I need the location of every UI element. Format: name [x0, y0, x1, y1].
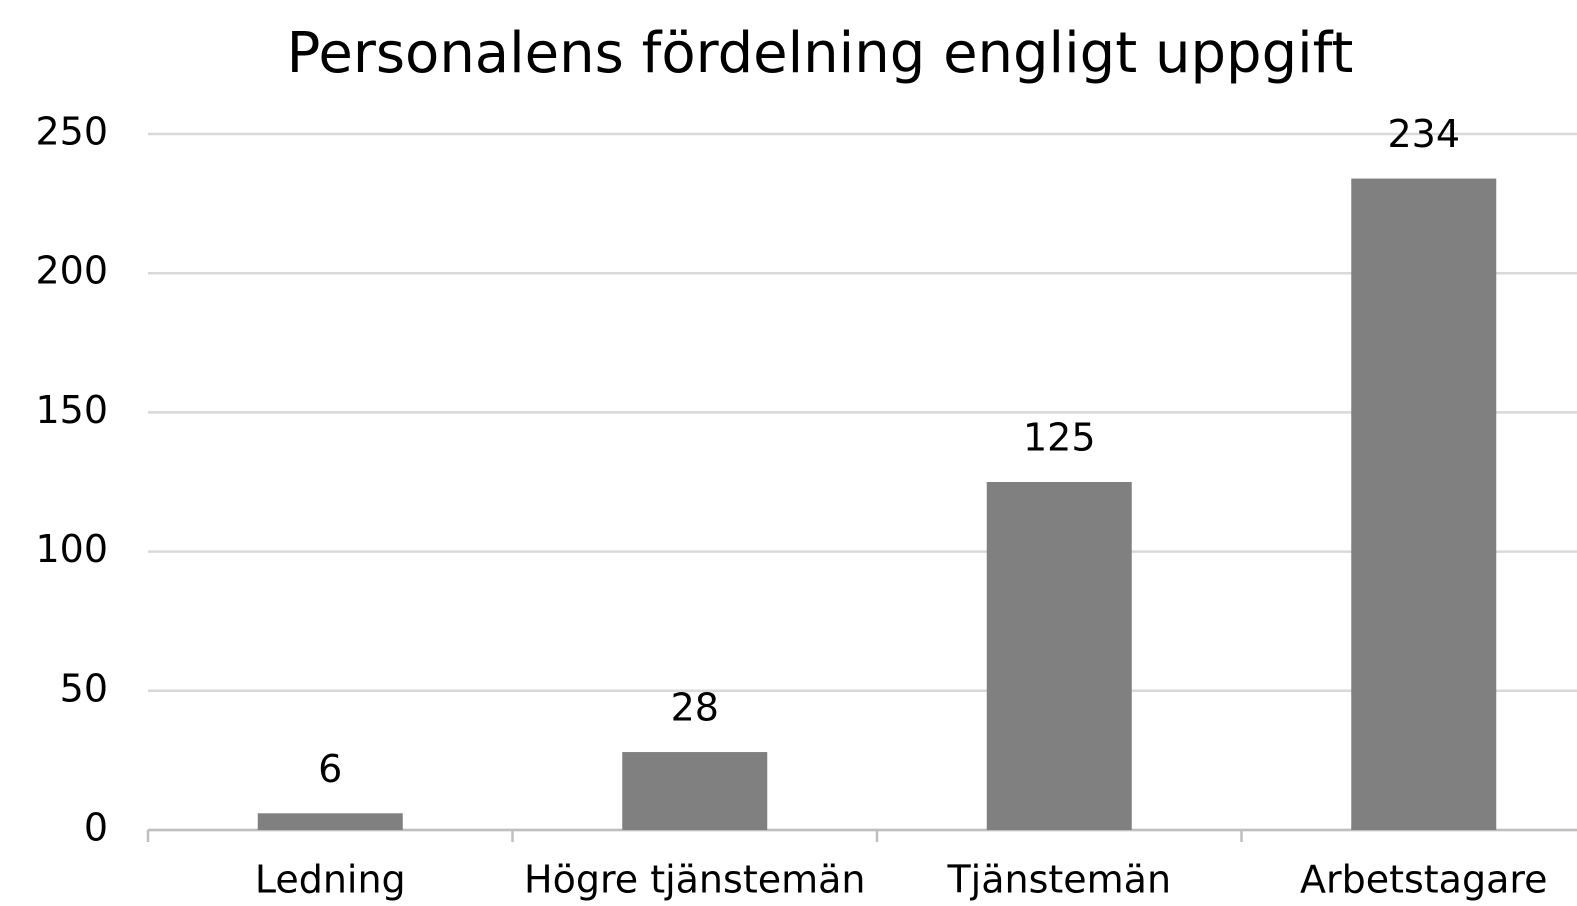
x-tick-label: Tjänstemän [946, 858, 1171, 902]
data-label: 28 [671, 686, 719, 730]
x-tick-label: Arbetstagare [1300, 858, 1548, 902]
bar [257, 813, 403, 830]
data-label: 125 [1023, 416, 1096, 460]
x-tick-label: Ledning [255, 858, 406, 902]
y-tick-label: 150 [35, 388, 108, 432]
y-tick-label: 200 [35, 249, 108, 293]
y-tick-label: 50 [60, 666, 108, 710]
chart-title: Personalens fördelning engligt uppgift [287, 21, 1354, 86]
y-tick-label: 100 [35, 527, 108, 571]
y-tick-label: 0 [84, 806, 108, 850]
data-label: 6 [318, 747, 342, 791]
y-tick-label: 250 [35, 110, 108, 154]
bar [1351, 178, 1497, 830]
x-tick-label: Högre tjänstemän [524, 858, 865, 902]
data-label: 234 [1387, 112, 1460, 156]
bar [986, 482, 1132, 830]
bar [622, 752, 768, 830]
